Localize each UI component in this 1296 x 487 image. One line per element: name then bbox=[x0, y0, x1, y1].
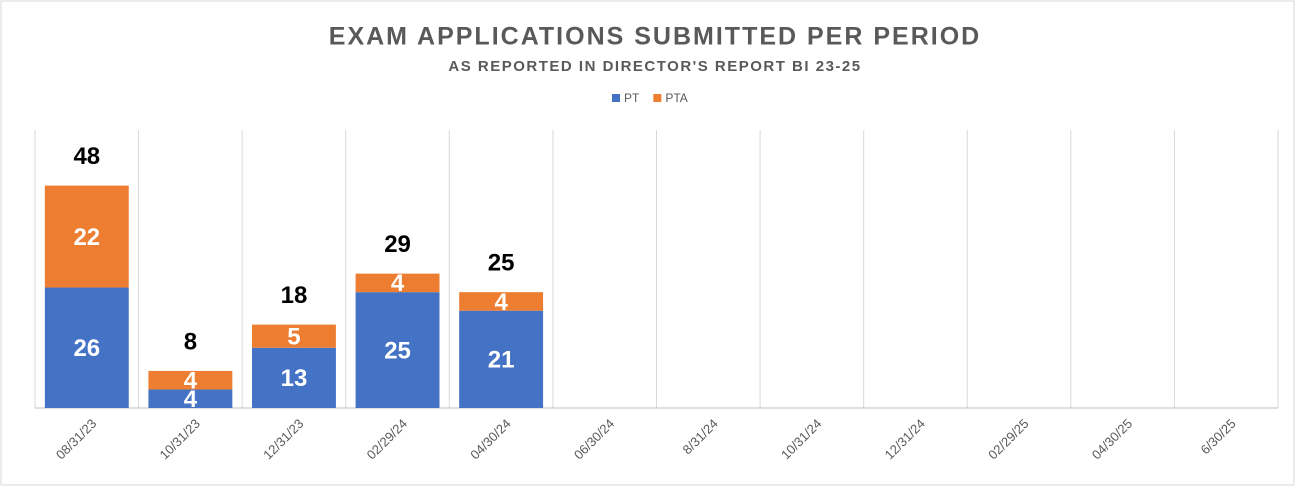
data-label: 22 bbox=[73, 224, 100, 251]
data-label: 26 bbox=[73, 335, 100, 362]
bar-segment bbox=[148, 389, 233, 408]
bar-segment bbox=[459, 310, 544, 408]
total-label: 29 bbox=[384, 231, 411, 258]
data-label: 4 bbox=[391, 270, 405, 297]
data-label: 21 bbox=[488, 347, 515, 374]
bar-segment bbox=[44, 287, 129, 408]
bar-segment bbox=[355, 292, 440, 408]
total-label: 48 bbox=[73, 143, 100, 170]
bar-segment bbox=[355, 273, 440, 293]
data-label: 4 bbox=[494, 289, 508, 316]
total-label: 25 bbox=[488, 250, 515, 277]
legend-swatch bbox=[612, 94, 620, 102]
data-label: 4 bbox=[184, 368, 198, 395]
total-label: 8 bbox=[184, 328, 197, 355]
legend-label: PT bbox=[624, 91, 640, 105]
legend-label: PTA bbox=[665, 91, 687, 105]
chart-title: EXAM APPLICATIONS SUBMITTED PER PERIOD bbox=[329, 23, 981, 51]
bar-segment bbox=[148, 370, 233, 390]
bar-segment bbox=[252, 347, 336, 408]
chart-subtitle: AS REPORTED IN DIRECTOR'S REPORT BI 23-2… bbox=[448, 58, 861, 75]
legend-swatch bbox=[653, 94, 662, 102]
data-label: 25 bbox=[384, 337, 411, 364]
data-label: 4 bbox=[184, 386, 198, 413]
bar-segment bbox=[252, 324, 336, 348]
bar-segment bbox=[459, 292, 544, 311]
data-label: 5 bbox=[287, 324, 300, 351]
total-label: 18 bbox=[281, 282, 308, 309]
bar-segment bbox=[44, 185, 129, 288]
data-label: 13 bbox=[281, 365, 308, 392]
